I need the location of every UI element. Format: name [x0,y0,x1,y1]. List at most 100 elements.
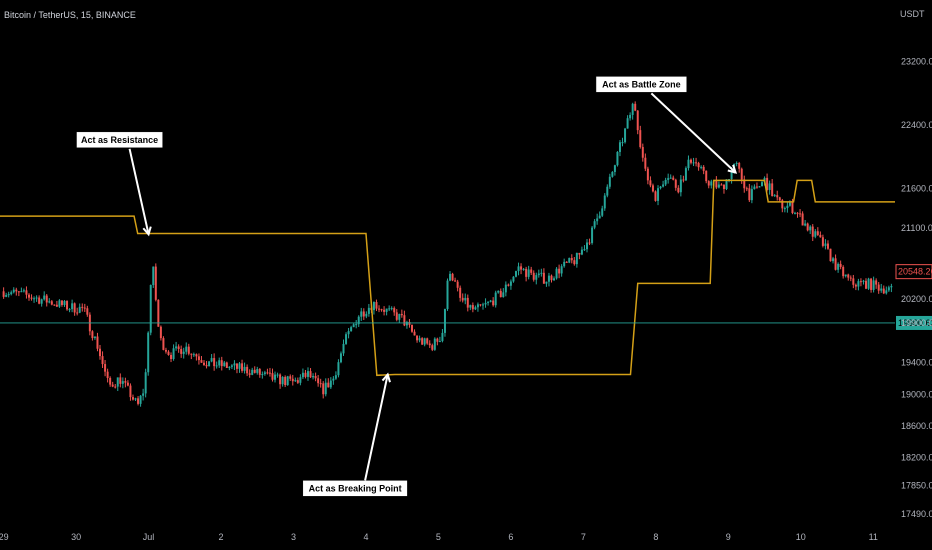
candle-body [223,362,226,367]
candle-body [489,300,492,302]
candle-body [413,331,416,336]
candle-body [380,309,383,311]
candle-body [182,351,185,354]
candle-body [76,312,79,314]
candle-body [504,284,507,293]
candle-body [124,381,127,383]
candle-body [651,185,654,192]
x-tick-label: 5 [436,532,441,542]
candle-body [43,295,46,300]
candle-body [210,358,213,362]
candle-body [291,378,294,382]
candle-body [149,285,152,333]
candle-body [588,242,591,244]
candle-body [583,249,586,251]
candle-body [842,266,845,277]
candle-body [530,269,533,273]
level-line [0,179,895,377]
candle-body [867,278,870,289]
candle-body [73,303,76,313]
candle-body [761,182,764,187]
candle-body [129,385,132,398]
candle-body [360,311,363,317]
y-tick-label: 19400.00 [901,358,932,368]
candle-body [337,362,340,376]
candle-body [314,375,317,379]
candle-body [159,326,162,339]
candle-body [702,166,705,171]
candle-body [776,195,779,198]
y-tick-label: 19900.00 [901,318,932,328]
candle-body [568,258,571,263]
level-polyline [0,179,895,377]
current-price-label: 20548.26 [898,267,932,277]
candle-body [885,290,888,294]
candle-body [659,186,662,189]
candle-body [730,170,733,180]
candle-body [78,306,81,313]
candle-body [276,374,279,376]
candle-body [824,243,827,246]
candle-body [312,375,315,378]
candle-body [578,252,581,255]
candle-body [332,378,335,381]
candle-body [677,187,680,193]
candle-body [799,213,802,215]
arrow-head-icon [142,226,152,237]
candle-body [629,114,632,119]
candle-body [33,298,36,300]
candle-body [230,365,233,367]
candle-body [649,180,652,186]
y-tick-label: 19000.00 [901,389,932,399]
candle-body [512,276,515,282]
candle-body [811,226,814,237]
y-tick-label: 21100.00 [901,223,932,233]
candle-body [60,300,63,305]
annotation-arrow [128,148,150,235]
candle-body [83,307,86,309]
candle-body [852,278,855,285]
candle-body [119,377,122,384]
candle-body [641,147,644,158]
candle-body [829,248,832,262]
candle-body [192,354,195,356]
candle-body [672,177,675,180]
candle-body [17,291,20,293]
candle-body [626,118,629,129]
annotation-label: Act as Breaking Point [309,483,402,493]
candle-body [525,268,528,277]
candle-body [410,324,413,332]
candle-body [859,281,862,283]
candle-body [81,306,84,308]
candle-body [796,212,799,214]
candle-body [487,301,490,303]
candle-body [281,376,284,385]
candle-body [408,322,411,325]
candle-body [816,231,819,235]
candle-body [715,180,718,188]
symbol-title[interactable]: Bitcoin / TetherUS, 15, BINANCE [4,10,136,20]
candle-body [329,380,332,388]
annotation-label: Act as Resistance [81,135,158,145]
candle-body [545,281,548,284]
candle-body [256,369,259,373]
candle-body [514,271,517,277]
candles [2,101,893,407]
candle-body [887,287,890,291]
candle-body [753,186,756,190]
candle-body [710,181,713,186]
candle-body [593,221,596,228]
candle-body [664,179,667,185]
y-tick-label: 20200.00 [901,294,932,304]
candle-body [266,372,269,374]
candle-body [631,103,634,115]
candle-body [580,249,583,255]
candle-body [45,295,48,303]
candle-body [722,184,725,189]
candle-body [870,278,873,290]
candle-body [20,291,23,293]
annotation-box [76,131,163,149]
candle-body [241,363,244,371]
candle-body [203,362,206,365]
